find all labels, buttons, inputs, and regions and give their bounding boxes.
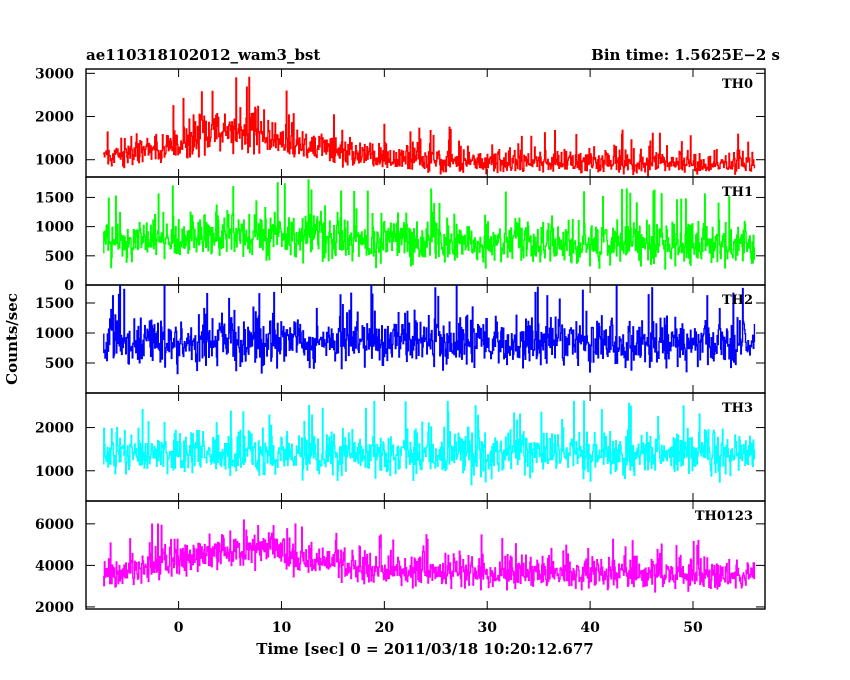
panels: 1000 2000 3000 TH0 0 500 1000 1500 TH1 500 1000 150… [35,66,766,616]
panel-th3: 1000 2000 TH3 [35,392,766,502]
x-tick-label: 10 [272,620,292,636]
y-tick-label-th2: 1500 [35,296,74,312]
y-tick-label-th0: 1000 [35,153,74,169]
x-axis-label: Time [sec] 0 = 2011/03/18 10:20:12.677 [256,640,593,658]
series-label-th3: TH3 [722,401,753,416]
x-tick-label: 20 [375,620,395,636]
y-tick-label-th0: 3000 [35,66,74,82]
series-label-th1: TH1 [722,185,753,200]
x-tick-label: 50 [683,620,703,636]
y-tick-label-th0123: 2000 [35,600,74,616]
y-tick-label-th3: 2000 [35,421,74,437]
y-tick-label-th0123: 4000 [35,558,74,574]
x-axis-tick-labels: 0 10 20 30 40 50 [174,620,703,636]
series-line-th0123 [103,519,756,593]
y-tick-label-th1: 500 [45,249,74,265]
panel-frame-th0123 [85,500,766,610]
panel-th2: 500 1000 1500 TH2 [35,284,766,394]
y-tick-label-th2: 500 [45,356,74,372]
bin-time-label: Bin time: 1.5625E−2 s [591,46,780,64]
series-label-th0: TH0 [722,77,753,92]
y-tick-label-th0123: 6000 [35,517,74,533]
panel-th0123: 2000 4000 6000 TH0123 [35,500,766,616]
series-line-th3 [103,400,756,486]
y-tick-label-th1: 1500 [35,190,74,206]
y-tick-label-th1: 0 [64,278,74,294]
y-tick-label-th0: 2000 [35,110,74,126]
chart-title: ae110318102012_wam3_bst [86,46,320,64]
series-line-th2 [103,285,756,375]
x-tick-label: 30 [477,620,497,636]
series-line-th0 [103,76,756,177]
y-tick-label-th2: 1000 [35,326,74,342]
x-tick-label: 40 [580,620,600,636]
series-label-th0123: TH0123 [695,509,753,524]
x-tick-label: 0 [174,620,184,636]
y-tick-label-th1: 1000 [35,220,74,236]
series-line-th1 [103,179,756,270]
panel-th0: 1000 2000 3000 TH0 [35,66,766,178]
y-tick-label-th3: 1000 [35,464,74,480]
y-axis-label: Counts/sec [3,293,21,385]
series-label-th2: TH2 [722,293,753,308]
panel-th1: 0 500 1000 1500 TH1 [35,176,766,294]
